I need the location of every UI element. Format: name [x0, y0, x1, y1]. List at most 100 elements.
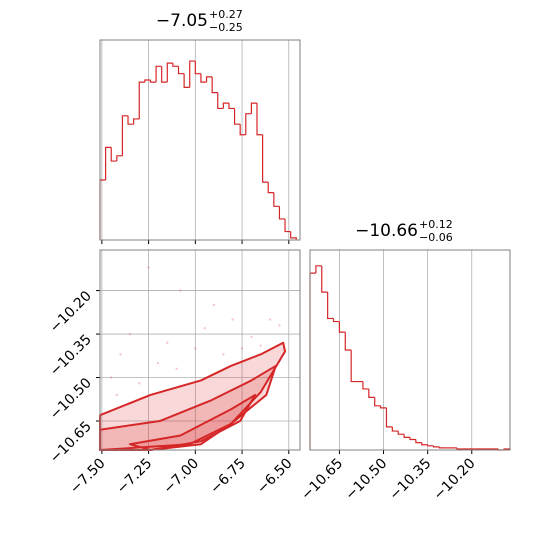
histogram-bin — [211, 76, 218, 94]
x-tick-label: −7.25 — [114, 456, 156, 498]
point — [194, 347, 197, 350]
histogram-bin — [256, 103, 263, 136]
point — [175, 367, 178, 371]
histogram-bin — [245, 113, 252, 135]
histogram-bin — [217, 92, 224, 110]
histogram-bin — [344, 332, 352, 351]
histogram-bin — [127, 115, 134, 125]
histogram-bin — [205, 76, 213, 83]
title: −7.05 — [156, 11, 208, 31]
x-tick-label: −7.50 — [67, 456, 109, 498]
histogram-bin — [110, 147, 117, 162]
histogram-bin — [309, 272, 316, 450]
y-tick-label: −10.35 — [47, 332, 95, 380]
histogram-bin — [379, 405, 387, 409]
histogram-bin — [321, 265, 328, 293]
histogram-bin — [149, 80, 157, 83]
histogram-bin — [183, 73, 190, 88]
histogram-bin — [427, 444, 434, 447]
histogram-bin — [391, 426, 399, 432]
point — [156, 361, 160, 365]
point — [119, 353, 122, 356]
histogram-bin — [350, 350, 358, 383]
histogram-bin — [222, 102, 229, 109]
histogram-bin — [403, 434, 410, 438]
point — [268, 318, 272, 321]
title-sup: +0.27 — [209, 8, 243, 21]
point — [278, 324, 281, 327]
histogram-bin — [267, 182, 274, 194]
x-tick-label: −10.20 — [431, 456, 479, 504]
histogram-bin — [290, 231, 297, 240]
histogram-bin — [177, 66, 185, 75]
y-tick-label: −10.20 — [47, 288, 95, 336]
y-tick-label: −10.65 — [47, 419, 95, 467]
histogram-bin — [315, 265, 322, 274]
x-tick-label: −10.65 — [298, 456, 346, 504]
point — [231, 318, 234, 321]
point — [250, 335, 253, 339]
histogram-bin — [278, 206, 286, 220]
x-tick-label: −6.75 — [207, 456, 249, 498]
histogram-bin — [161, 66, 168, 83]
contour — [99, 364, 277, 451]
point — [115, 393, 119, 397]
title-sub: −0.06 — [419, 231, 453, 244]
histogram-bin — [362, 381, 369, 390]
histogram-bin — [121, 115, 129, 156]
point — [222, 353, 225, 356]
histogram-bin — [368, 388, 375, 398]
histogram-bin — [194, 61, 201, 75]
histogram-bin — [144, 79, 151, 83]
panel-frame — [99, 249, 301, 451]
histogram-bin — [332, 318, 340, 323]
point — [138, 382, 141, 385]
histogram-bin — [250, 102, 258, 114]
panel-frame — [99, 39, 301, 241]
title-sup: +0.12 — [419, 218, 453, 231]
histogram-bin — [397, 431, 405, 435]
x-tick-label: −7.00 — [161, 456, 203, 498]
histogram-bin — [116, 155, 123, 162]
histogram-bin — [155, 65, 162, 83]
contour — [128, 393, 257, 451]
histogram-bin — [99, 179, 106, 240]
histogram-bin — [200, 73, 207, 83]
histogram-bin — [228, 103, 235, 110]
histogram-bin — [409, 437, 416, 441]
histogram-bin — [105, 146, 112, 180]
histogram-bin — [239, 124, 246, 136]
histogram-bin — [233, 108, 241, 125]
histogram-bin — [374, 397, 381, 407]
histogram-bin — [262, 134, 269, 183]
histogram-bin — [421, 442, 428, 446]
histogram-bin — [415, 439, 422, 444]
histogram-bin — [432, 445, 440, 448]
histogram-bin — [166, 62, 173, 83]
point — [147, 266, 150, 269]
panel-frame — [309, 249, 511, 451]
y-tick-label: −10.50 — [47, 375, 95, 423]
histogram-bin — [284, 218, 291, 233]
histogram-bin — [338, 321, 346, 333]
point — [179, 289, 182, 292]
histogram-bin — [327, 292, 334, 320]
histogram-bin — [138, 81, 145, 119]
point — [240, 347, 244, 350]
x-tick-label: −10.50 — [342, 456, 390, 504]
title: −10.66 — [355, 221, 418, 241]
x-tick-label: −10.35 — [387, 456, 435, 504]
point — [128, 332, 132, 336]
x-tick-label: −6.50 — [254, 456, 296, 498]
histogram-bin — [273, 192, 280, 207]
histogram-bin — [172, 63, 179, 67]
point — [203, 327, 206, 330]
point — [110, 376, 113, 379]
point — [212, 303, 216, 307]
histogram-bin — [438, 446, 446, 449]
histogram-bin — [189, 60, 196, 88]
title-sub: −0.25 — [209, 21, 243, 34]
histogram-bin — [456, 447, 463, 450]
histogram-bin — [133, 118, 140, 125]
